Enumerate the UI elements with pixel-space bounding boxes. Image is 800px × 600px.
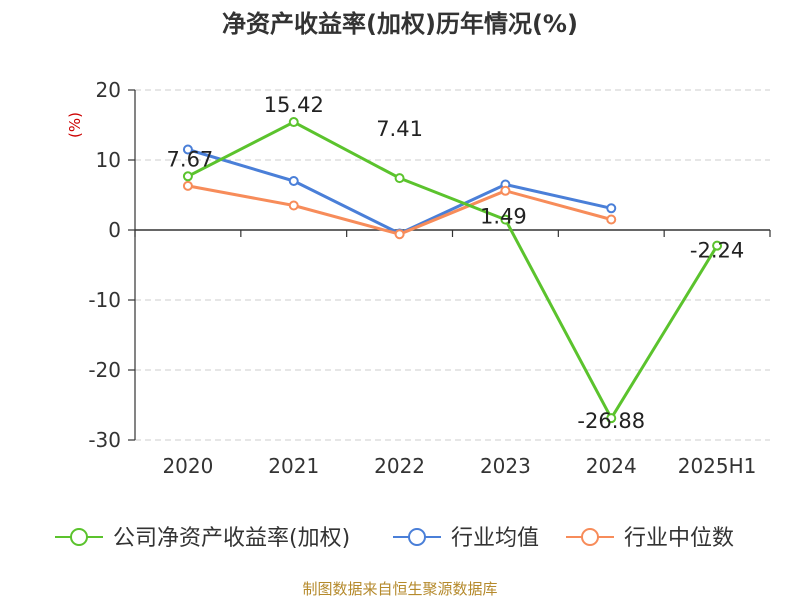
x-tick-label: 2024 [586, 454, 637, 478]
data-label: -26.88 [577, 409, 645, 433]
legend-marker [581, 528, 599, 546]
data-point [606, 203, 617, 214]
data-point [500, 214, 511, 225]
data-point [606, 413, 617, 424]
source-note: 制图数据来自恒生聚源数据库 [302, 580, 497, 598]
data-point [394, 173, 405, 184]
y-tick-label: -10 [88, 288, 121, 312]
legend-marker [70, 528, 88, 546]
data-point [288, 117, 299, 128]
data-label: 7.41 [376, 117, 423, 141]
y-tick-label: -30 [88, 428, 121, 452]
legend-label: 行业中位数 [624, 526, 734, 551]
data-point [712, 240, 723, 251]
data-label: 1.49 [480, 205, 527, 229]
data-point [182, 144, 193, 155]
x-tick-label: 2021 [268, 454, 319, 478]
y-axis-label: (%) [66, 112, 84, 138]
y-tick-label: 10 [96, 148, 121, 172]
legend-label: 公司净资产收益率(加权) [113, 526, 350, 551]
x-tick-label: 2025H1 [678, 454, 757, 478]
y-tick-label: 20 [96, 78, 121, 102]
y-tick-label: 0 [108, 218, 121, 242]
data-point [288, 176, 299, 186]
data-point [394, 229, 405, 240]
data-point [500, 185, 511, 196]
x-tick-label: 2020 [162, 454, 213, 478]
data-point [182, 180, 193, 191]
data-label: 7.67 [167, 147, 214, 171]
legend-marker [408, 528, 426, 546]
series-line [186, 148, 613, 235]
data-point [288, 200, 299, 211]
y-tick-label: -20 [88, 358, 121, 382]
x-tick-label: 2023 [480, 454, 531, 478]
data-point [182, 171, 193, 182]
x-tick-label: 2022 [374, 454, 425, 478]
chart-title: 净资产收益率(加权)历年情况(%) [222, 10, 578, 38]
data-label: -2.24 [690, 239, 744, 263]
series-line [186, 120, 719, 420]
data-point [606, 214, 617, 225]
data-label: 15.42 [264, 93, 324, 117]
legend-label: 行业均值 [451, 526, 539, 551]
